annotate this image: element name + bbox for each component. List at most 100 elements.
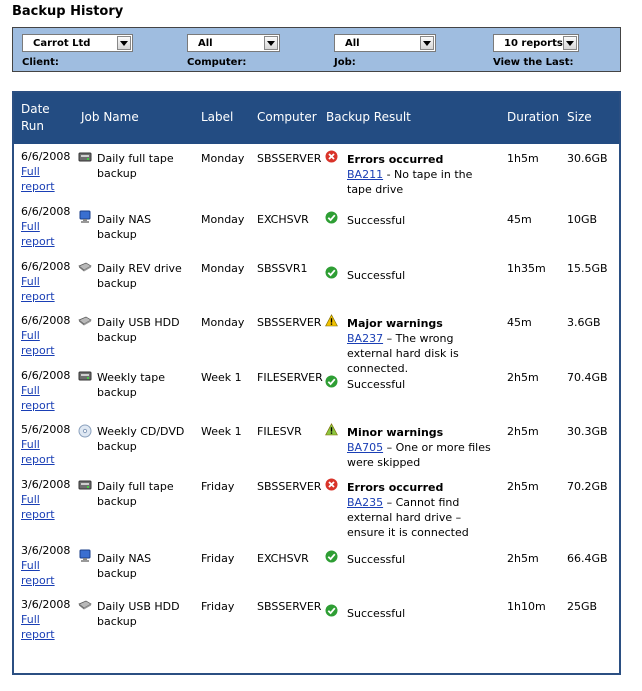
result-detail: – One or more files were skipped (347, 441, 491, 469)
error-code-link[interactable]: BA237 (347, 332, 384, 345)
success-check-icon (325, 266, 338, 279)
column-computer: Computer (257, 110, 317, 124)
size: 3.6GB (567, 316, 601, 329)
page-title: Backup History (12, 4, 124, 19)
result-detail: - No tape in the tape drive (347, 168, 473, 196)
view-filter: 10 reports (493, 34, 579, 52)
duration: 2h5m (507, 480, 539, 493)
job-name: Daily full tape backup (97, 480, 174, 508)
error-code-link[interactable]: BA705 (347, 441, 384, 454)
success-check-icon (325, 604, 338, 617)
job-label: Week 1 (201, 371, 242, 384)
computer-name: EXCHSVR (257, 552, 309, 565)
chevron-down-icon[interactable] (420, 36, 434, 50)
backup-history-table: Date Run Job Name Label Computer Backup … (12, 91, 621, 675)
size: 66.4GB (567, 552, 608, 565)
job-label: Monday (201, 152, 245, 165)
result-detail: – The wrong external hard disk is connec… (347, 332, 459, 375)
backup-result-cell: Successful (347, 268, 497, 283)
computer-filter: All (187, 34, 280, 52)
duration: 45m (507, 316, 532, 329)
backup-result-cell: Successful (347, 213, 497, 228)
job-name: Daily NAS backup (97, 552, 152, 580)
computer-name: SBSSERVER (257, 480, 322, 493)
warning-triangle-icon (325, 423, 338, 436)
size: 70.2GB (567, 480, 608, 493)
computer-name: FILESVR (257, 425, 302, 438)
client-select[interactable]: Carrot Ltd (22, 34, 133, 52)
job-name: Weekly tape backup (97, 371, 166, 399)
backup-result-status: Successful (347, 607, 406, 620)
full-report-link[interactable]: Full report (21, 329, 55, 357)
full-report-link[interactable]: Full report (21, 613, 55, 641)
error-code-link[interactable]: BA211 (347, 168, 384, 181)
job-name: Daily full tape backup (97, 152, 174, 180)
column-duration: Duration (507, 110, 560, 124)
view-select[interactable]: 10 reports (493, 34, 579, 52)
client-label: Client: (22, 57, 59, 68)
duration: 1h10m (507, 600, 546, 613)
date-run-cell: 6/6/2008 Full report (21, 149, 71, 194)
date-run: 5/6/2008 (21, 423, 71, 436)
computer-select-value: All (198, 37, 213, 49)
computer-name: FILESERVER (257, 371, 323, 384)
backup-result-cell: Minor warnings BA705 – One or more files … (347, 425, 497, 470)
computer-select[interactable]: All (187, 34, 280, 52)
column-backup-result: Backup Result (326, 110, 411, 124)
backup-result-status: Errors occurred (347, 481, 444, 494)
duration: 45m (507, 213, 532, 226)
filter-panel: Carrot Ltd Client: All Computer: All Job… (12, 27, 621, 72)
backup-result-cell: Successful (347, 606, 497, 621)
full-report-link[interactable]: Full report (21, 165, 55, 193)
tape-drive-icon (78, 479, 92, 491)
full-report-link[interactable]: Full report (21, 559, 55, 587)
job-select[interactable]: All (334, 34, 436, 52)
size: 70.4GB (567, 371, 608, 384)
duration: 2h5m (507, 371, 539, 384)
date-run: 3/6/2008 (21, 598, 71, 611)
warning-triangle-icon (325, 314, 338, 327)
nas-icon (78, 210, 92, 223)
date-run: 6/6/2008 (21, 314, 71, 327)
computer-name: SBSSERVER (257, 600, 322, 613)
full-report-link[interactable]: Full report (21, 275, 55, 303)
date-run-cell: 3/6/2008 Full report (21, 543, 70, 588)
backup-result-status: Major warnings (347, 317, 443, 330)
date-run: 6/6/2008 (21, 260, 71, 273)
duration: 1h5m (507, 152, 539, 165)
size: 30.3GB (567, 425, 608, 438)
job-name: Daily NAS backup (97, 213, 152, 241)
job-label: Friday (201, 600, 235, 613)
job-label: Monday (201, 213, 245, 226)
date-run: 6/6/2008 (21, 205, 71, 218)
column-label: Label (201, 110, 234, 124)
chevron-down-icon[interactable] (117, 36, 131, 50)
full-report-link[interactable]: Full report (21, 384, 55, 412)
job-select-value: All (345, 37, 360, 49)
computer-name: SBSSERVER (257, 152, 322, 165)
job-name: Daily USB HDD backup (97, 600, 180, 628)
error-x-icon (325, 150, 338, 163)
date-run-cell: 6/6/2008 Full report (21, 368, 70, 413)
chevron-down-icon[interactable] (264, 36, 278, 50)
date-run-cell: 6/6/2008 Full report (21, 204, 71, 249)
tape-drive-icon (78, 370, 92, 382)
chevron-down-icon[interactable] (563, 36, 577, 50)
job-name: Weekly CD/DVD backup (97, 425, 185, 453)
date-run-cell: 5/6/2008 Full report (21, 422, 71, 467)
full-report-link[interactable]: Full report (21, 438, 55, 466)
full-report-link[interactable]: Full report (21, 220, 55, 248)
backup-result-cell: Errors occurred BA235 – Cannot find exter… (347, 480, 497, 540)
computer-name: SBSSERVER (257, 316, 322, 329)
backup-result-status: Minor warnings (347, 426, 444, 439)
duration: 2h5m (507, 552, 539, 565)
size: 30.6GB (567, 152, 608, 165)
computer-name: EXCHSVR (257, 213, 309, 226)
success-check-icon (325, 550, 338, 563)
job-name: Daily REV drive backup (97, 262, 182, 290)
size: 15.5GB (567, 262, 608, 275)
error-code-link[interactable]: BA235 (347, 496, 384, 509)
date-run: 6/6/2008 (21, 150, 71, 163)
column-date-run: Date Run (21, 102, 50, 133)
full-report-link[interactable]: Full report (21, 493, 55, 521)
